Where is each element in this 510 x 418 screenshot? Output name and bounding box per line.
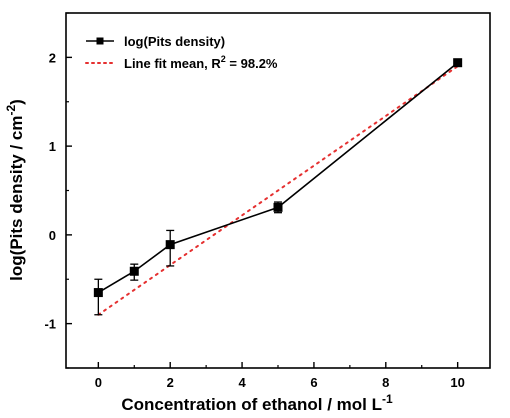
x-tick-label: 4 [238,375,246,390]
y-axis-title: log(Pits density / cm-2) [4,99,26,281]
legend: log(Pits density) Line fit mean, R2 = 98… [85,34,278,71]
legend-label-series-1: log(Pits density) [124,34,225,49]
y-tick-label: 1 [49,139,56,154]
legend-label-series-2: Line fit mean, R2 = 98.2% [124,54,278,71]
x-tick-label: 2 [167,375,174,390]
data-point [129,266,139,276]
x-tick-label: 0 [95,375,102,390]
x-axis-title: Concentration of ethanol / mol L-1 [121,392,393,414]
x-tick-label: 6 [310,375,317,390]
y-tick-label: 2 [49,50,56,65]
x-tick-label: 10 [450,375,464,390]
x-tick-label: 8 [382,375,389,390]
y-tick-label: 0 [49,228,56,243]
data-point [165,240,175,250]
legend-marker-series-1 [96,37,104,45]
data-line [97,62,459,294]
y-tick-label: -1 [44,317,56,332]
axis-ticks: 0 2 4 6 8 10 -1 0 1 2 [44,12,465,390]
data-point [453,58,463,68]
fit-line [97,65,459,316]
series-group [93,58,463,316]
data-point [93,288,103,298]
data-point [273,202,283,212]
